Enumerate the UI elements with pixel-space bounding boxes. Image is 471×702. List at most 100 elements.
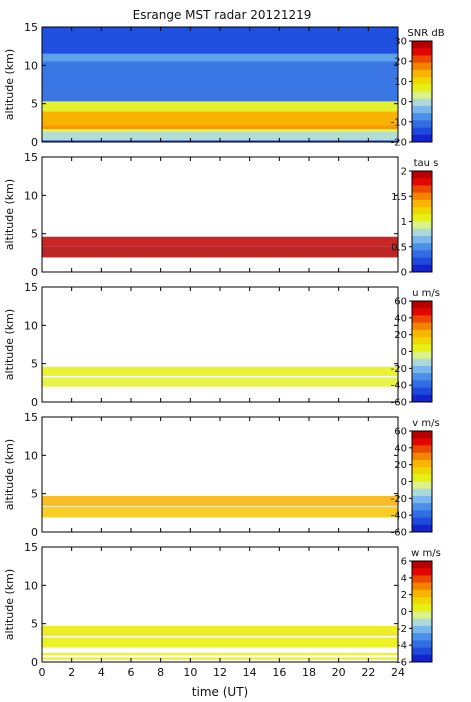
colorbar-tick-label: 0 (401, 477, 407, 488)
colorbar-tick-label: -20 (391, 494, 407, 505)
colorbar-swatch (412, 517, 432, 526)
colorbar-swatch (412, 84, 432, 92)
colorbar-swatch (412, 207, 432, 215)
colorbar-swatch (412, 575, 432, 584)
colorbar-swatch (412, 105, 432, 114)
colorbar-swatch (412, 77, 432, 85)
y-tick-label: 10 (24, 59, 38, 72)
x-tick-label: 6 (128, 666, 135, 679)
colorbar-swatch (412, 243, 432, 251)
colorbar-tick-label: 40 (394, 313, 407, 324)
colorbar-tick-label: 4 (401, 573, 407, 584)
colorbar-swatch (412, 315, 432, 324)
colorbar-swatch (412, 41, 432, 49)
colorbar-tick-label: -40 (391, 511, 407, 522)
y-tick-label: 0 (31, 396, 38, 409)
colorbar-swatch (412, 308, 432, 316)
colorbar-label: v m/s (412, 418, 439, 429)
colorbar-tick-label: 60 (394, 427, 407, 438)
y-tick-label: 5 (31, 98, 38, 111)
colorbar-swatch (412, 69, 432, 78)
colorbar-swatch (412, 98, 432, 107)
layer-u-1 (42, 366, 398, 376)
colorbar-swatch (412, 568, 432, 576)
colorbar-swatch (412, 481, 432, 490)
y-tick-label: 0 (31, 656, 38, 669)
colorbar-swatch (412, 640, 432, 649)
colorbar-tick-label: 10 (394, 77, 407, 88)
layer-snr-8 (42, 27, 398, 54)
colorbar-swatch (412, 351, 432, 360)
colorbar-swatch (412, 329, 432, 338)
x-tick-label: 16 (272, 666, 286, 679)
layer-snr-6 (42, 61, 398, 102)
colorbar-swatch (412, 48, 432, 56)
colorbar-swatch (412, 495, 432, 504)
colorbar-swatch (412, 257, 432, 266)
colorbar-swatch (412, 127, 432, 136)
colorbar-swatch (412, 55, 432, 64)
layer-snr-2 (42, 128, 398, 133)
x-tick-label: 8 (157, 666, 164, 679)
y-tick-label: 5 (31, 358, 38, 371)
colorbar-swatch (412, 380, 432, 389)
colorbar-tick-label: 2 (401, 590, 407, 601)
colorbar-swatch (412, 113, 432, 121)
colorbar-tick-label: 0 (401, 347, 407, 358)
colorbar-tick-label: -6 (397, 658, 407, 669)
x-tick-label: 4 (98, 666, 105, 679)
colorbar-swatch (412, 387, 432, 396)
colorbar-swatch (412, 264, 432, 273)
layer-snr-4 (42, 111, 398, 126)
layer-tau-1 (42, 236, 398, 247)
colorbar-swatch (412, 199, 432, 208)
x-tick-label: 20 (332, 666, 346, 679)
colorbar-swatch (412, 120, 432, 129)
colorbar-swatch (412, 467, 432, 475)
y-axis-label: altitude (km) (3, 569, 16, 640)
colorbar-swatch (412, 322, 432, 331)
x-tick-label: 24 (391, 666, 405, 679)
colorbar-swatch (412, 62, 432, 71)
layer-v-1 (42, 495, 398, 506)
colorbar-swatch (412, 91, 432, 100)
x-axis-label: time (UT) (192, 685, 248, 699)
x-tick-label: 14 (243, 666, 257, 679)
colorbar-tick-label: 40 (394, 443, 407, 454)
y-axis-label: altitude (km) (3, 309, 16, 380)
colorbar-swatch (412, 214, 432, 222)
y-tick-label: 15 (24, 411, 38, 424)
colorbar-swatch (412, 171, 432, 179)
colorbar-tick-label: -10 (391, 117, 407, 128)
layer-snr-1 (42, 132, 398, 141)
colorbar-swatch (412, 524, 432, 533)
colorbar-swatch (412, 185, 432, 194)
colorbar-swatch (412, 452, 432, 461)
colorbar-tick-label: 20 (394, 460, 407, 471)
colorbar-swatch (412, 618, 432, 627)
colorbar-tick-label: 0 (401, 268, 407, 279)
colorbar-swatch (412, 647, 432, 656)
y-tick-label: 15 (24, 281, 38, 294)
y-tick-label: 5 (31, 488, 38, 501)
colorbar-swatch (412, 654, 432, 663)
colorbar-swatch (412, 445, 432, 454)
layer-w-2 (42, 637, 398, 648)
layer-snr-3 (42, 125, 398, 129)
colorbar-swatch (412, 503, 432, 511)
y-tick-label: 0 (31, 526, 38, 539)
colorbar-swatch (412, 582, 432, 591)
y-axis-label: altitude (km) (3, 49, 16, 120)
colorbar-tick-label: -40 (391, 381, 407, 392)
layer-w-1 (42, 652, 398, 656)
colorbar-label: u m/s (412, 288, 440, 299)
layer-u-0 (42, 377, 398, 387)
colorbar-swatch (412, 178, 432, 186)
colorbar-tick-label: 1.5 (391, 192, 407, 203)
colorbar-label: tau s (414, 158, 439, 169)
colorbar-tick-label: -4 (397, 641, 407, 652)
y-tick-label: 5 (31, 618, 38, 631)
y-tick-label: 10 (24, 579, 38, 592)
panel-v: 0 5 10 15 altitude (km) v m/s 60 40 20 0 -20 -40 -60 (3, 411, 440, 539)
colorbar-swatch (412, 358, 432, 367)
